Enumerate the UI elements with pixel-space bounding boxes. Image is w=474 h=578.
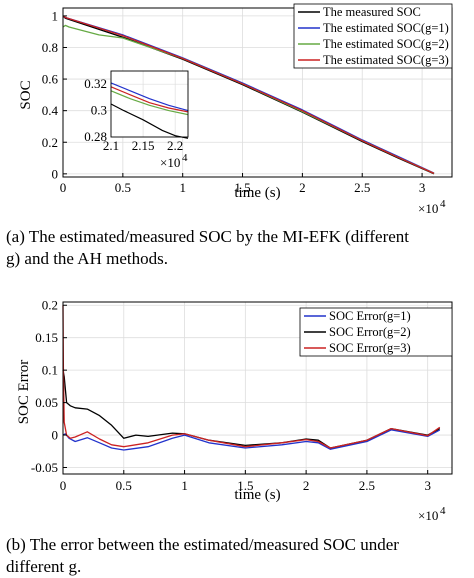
y-tick-label: 0 [52,428,59,443]
inset-series-line-1 [110,103,189,139]
x-tick-label: 2 [299,180,306,195]
y-tick-label: 0.15 [35,330,58,345]
legend-entry-3: SOC Error(g=3) [329,341,411,355]
series-line-4 [62,15,435,174]
x-axis-label: time (s) [234,185,280,201]
inset-x-exponent-label: ×10 [160,155,180,170]
x-exponent-power: 4 [440,505,446,517]
caption-b-line2: different g. [6,557,82,576]
inset-series-line-2 [110,82,189,112]
y-axis-label: SOC [18,80,34,109]
x-exponent-power: 4 [440,198,446,210]
caption-a-line1: (a) The estimated/measured SOC by the MI… [6,227,410,246]
y-tick-label: 0.4 [42,103,59,118]
legend-box [293,3,453,69]
series-line-3 [62,305,441,449]
x-tick-label: 1 [181,478,188,493]
x-tick-label: 3 [424,478,431,493]
inset-x-tick-label: 2.15 [132,138,155,153]
x-tick-label: 1.5 [237,478,253,493]
x-tick-label: 2.5 [359,478,375,493]
legend-entry-1: The measured SOC [323,5,421,19]
inset-y-tick-label: 0.3 [91,103,107,118]
caption-b: (b) The error between the estimated/meas… [6,534,399,578]
x-tick-label: 0.5 [116,478,132,493]
y-tick-label: 0.2 [42,135,58,150]
inset-y-tick-label: 0.28 [84,129,107,144]
y-tick-label: 0.8 [42,40,58,55]
x-tick-label: 0 [60,180,67,195]
y-tick-label: -0.05 [31,460,58,475]
x-exponent-label: ×10 [418,201,438,216]
x-exponent-label: ×10 [418,508,438,523]
chart-panel-1: 0 0.5 1 1.5 2 2.5 3 0 0.2 0.4 0.6 0.8 1 time (s) SOC ×1… [18,3,453,216]
inset-x-exponent-power: 4 [182,152,188,164]
inset-x-tick-label: 2.2 [167,138,183,153]
series-line-2 [62,370,441,449]
caption-a-line2: g) and the AH methods. [6,249,168,268]
caption-b-line1: (b) The error between the estimated/meas… [6,535,399,554]
x-tick-label: 1 [179,180,186,195]
axes-box [62,7,453,178]
legend-entry-2: SOC Error(g=2) [329,325,411,339]
series-line-1 [62,15,435,175]
legend-entry-2: The estimated SOC(g=1) [323,21,449,35]
x-tick-label: 2 [303,478,310,493]
y-tick-label: 0.2 [42,298,58,313]
x-tick-label: 2.5 [354,180,370,195]
y-tick-label: 0.6 [42,72,59,87]
x-tick-label: 1.5 [234,180,250,195]
y-tick-label: 0 [52,166,59,181]
inset-box [110,70,189,138]
x-axis-label: time (s) [234,487,280,503]
inset-series-line-3 [110,90,189,116]
series-line-1 [62,429,441,451]
y-tick-label: 1 [52,8,59,23]
inset-background [111,71,188,137]
y-axis-label: SOC Error [16,360,32,425]
inset-panel: 2.1 2.15 2.2 0.28 0.3 0.32 ×10 4 [84,70,189,170]
axes-box [62,301,453,475]
y-tick-label: 0.05 [35,395,58,410]
x-tick-label: 3 [419,180,426,195]
caption-a: (a) The estimated/measured SOC by the MI… [6,226,409,270]
x-tick-label: 0.5 [115,180,131,195]
legend-entry-4: The estimated SOC(g=3) [323,53,449,67]
inset-series-line-4 [110,86,189,113]
inset-x-tick-label: 2.1 [103,138,119,153]
legend-entry-1: SOC Error(g=1) [329,309,411,323]
legend-entry-3: The estimated SOC(g=2) [323,37,449,51]
y-tick-label: 0.1 [42,363,58,378]
x-tick-label: 0 [60,478,67,493]
inset-y-tick-label: 0.32 [84,76,107,91]
